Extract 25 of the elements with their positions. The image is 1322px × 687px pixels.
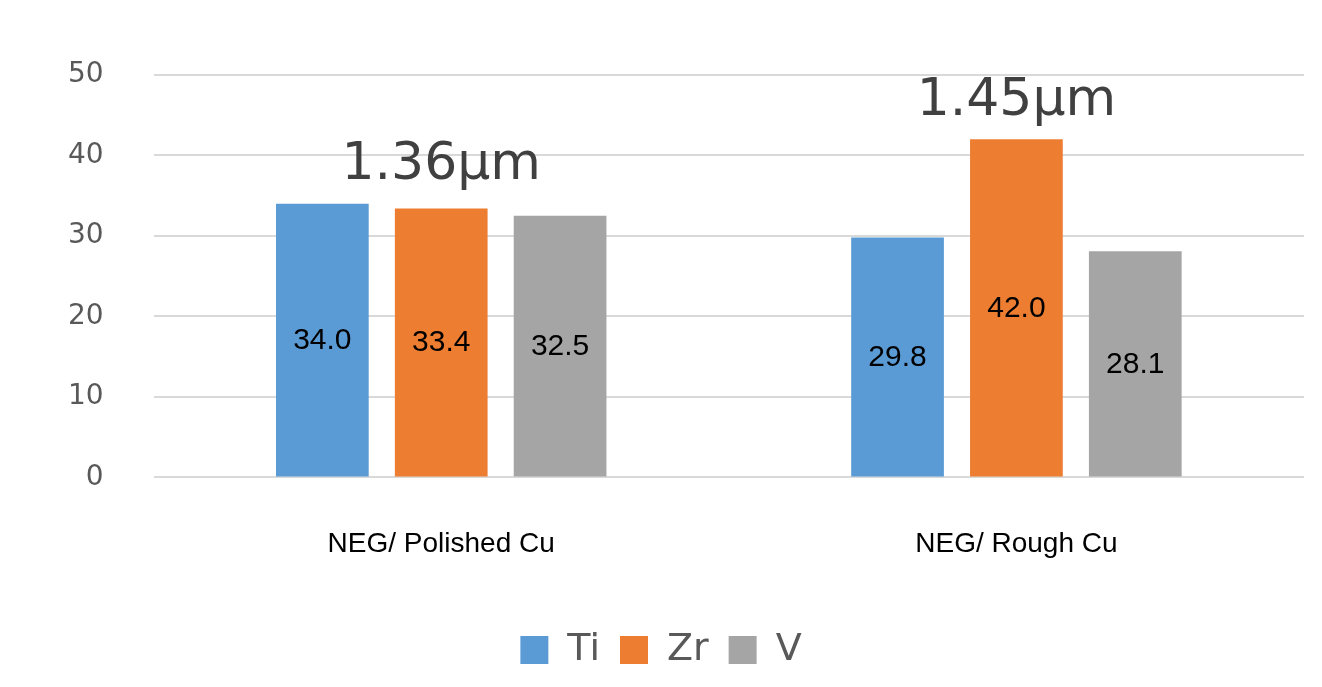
- data-label: 32.5: [530, 327, 590, 361]
- legend-label: V: [775, 624, 802, 669]
- y-tick-label: 10: [67, 378, 104, 412]
- legend-label: Ti: [566, 624, 600, 669]
- legend-label: Zr: [666, 624, 710, 669]
- data-label: 29.8: [868, 338, 927, 372]
- bar: [275, 203, 369, 477]
- y-tick-label: 30: [67, 217, 104, 251]
- y-tick-label: 20: [67, 297, 104, 331]
- bar: [1088, 251, 1182, 477]
- x-tick-label: NEG/ Polished Cu: [327, 526, 555, 558]
- bar: [970, 139, 1063, 477]
- data-label: 34.0: [293, 321, 352, 355]
- y-tick-label: 50: [67, 56, 104, 90]
- data-label: 33.4: [412, 324, 471, 358]
- annotation: 1.36µm: [341, 131, 541, 192]
- data-label: 42.0: [987, 289, 1046, 323]
- annotation: 1.45µm: [916, 66, 1117, 127]
- bar: [394, 208, 488, 477]
- bar: [851, 237, 944, 477]
- data-label: 28.1: [1106, 345, 1165, 379]
- y-tick-label: 0: [85, 458, 104, 492]
- y-tick-label: 40: [67, 136, 104, 170]
- bar: [513, 215, 607, 477]
- x-tick-label: NEG/ Rough Cu: [915, 526, 1118, 558]
